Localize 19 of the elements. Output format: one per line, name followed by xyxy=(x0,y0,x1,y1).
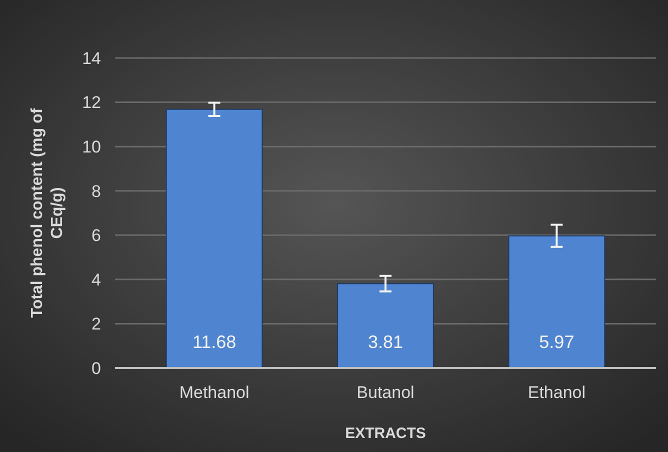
y-tick-label: 4 xyxy=(92,270,101,290)
y-tick-label: 6 xyxy=(92,226,101,246)
y-tick-label: 0 xyxy=(92,358,101,378)
data-label: 11.68 xyxy=(192,332,236,352)
x-tick-label: Butanol xyxy=(356,383,414,402)
y-tick-label: 10 xyxy=(82,138,101,157)
bar xyxy=(508,235,606,368)
y-tick-label: 14 xyxy=(82,48,101,68)
y-tick-label: 8 xyxy=(92,182,101,201)
y-axis-title: Total phenol content (mg of CEq/g) xyxy=(29,108,66,318)
x-tick-label: Methanol xyxy=(179,383,250,402)
y-tick-label: 12 xyxy=(82,93,101,112)
bar xyxy=(166,108,263,368)
x-axis-title: EXTRACTS xyxy=(345,425,426,442)
y-tick-label: 2 xyxy=(92,314,101,334)
data-label: 3.81 xyxy=(368,332,404,352)
bar xyxy=(337,283,434,368)
x-tick-label: Ethanol xyxy=(528,383,586,402)
data-label: 5.97 xyxy=(539,332,574,352)
